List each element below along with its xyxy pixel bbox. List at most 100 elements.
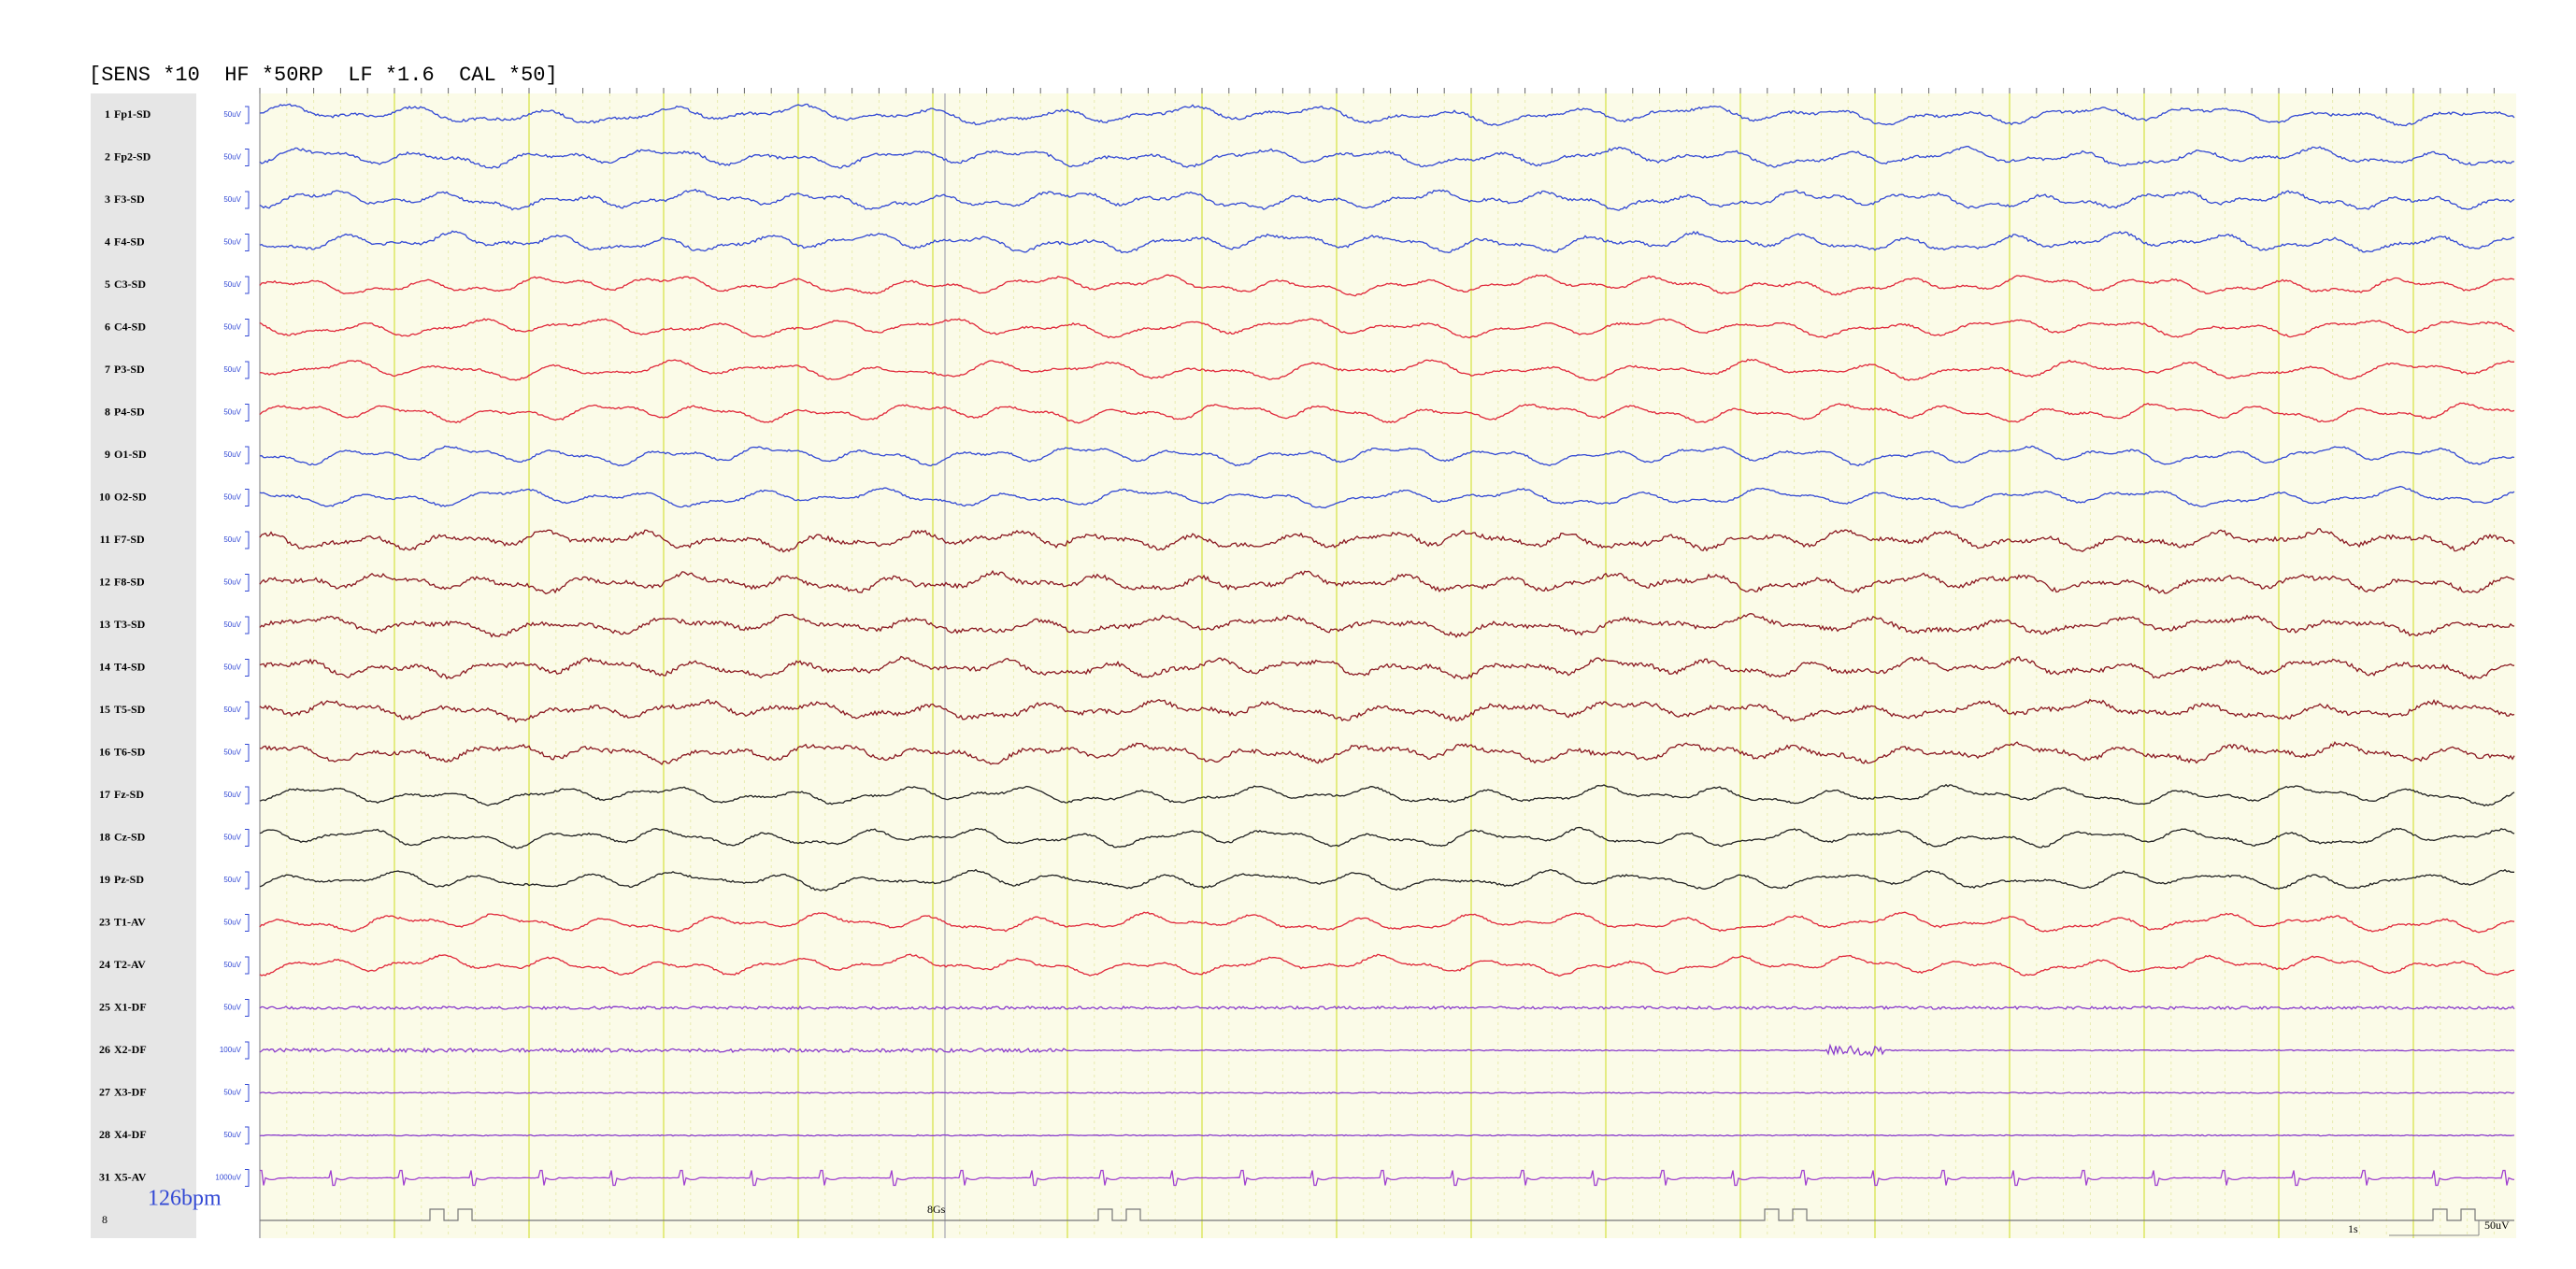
channel-number: 7 xyxy=(105,363,110,376)
channel-label: P3-SD xyxy=(114,363,145,376)
channel-number: 31 xyxy=(99,1170,110,1183)
scale-bracket xyxy=(245,574,250,592)
scale-bracket xyxy=(245,106,250,124)
scale-bracket xyxy=(245,659,250,677)
trace xyxy=(259,528,2515,553)
scale-bracket xyxy=(245,914,250,932)
channel-number: 12 xyxy=(99,575,110,588)
trace xyxy=(259,1134,2515,1137)
trace xyxy=(259,868,2514,891)
trace xyxy=(259,655,2515,680)
channel-number: 16 xyxy=(99,745,110,758)
channel-number: 14 xyxy=(99,660,110,673)
scale-bracket xyxy=(245,361,250,379)
channel-number: 23 xyxy=(99,915,110,928)
trace xyxy=(259,485,2515,509)
channel-label: O2-SD xyxy=(114,490,147,503)
channel-number: 3 xyxy=(105,192,110,206)
channel-number: 15 xyxy=(99,703,110,716)
scale-bracket xyxy=(245,701,250,720)
channel-label: F8-SD xyxy=(114,575,145,588)
scale-bracket xyxy=(245,1169,250,1187)
channel-label: F3-SD xyxy=(114,192,145,206)
trace xyxy=(259,188,2515,211)
channel-number: 18 xyxy=(99,830,110,843)
scale-bracket xyxy=(245,999,250,1017)
channel-scale: 1000uV xyxy=(215,1174,241,1182)
channel-label: P4-SD xyxy=(114,405,145,418)
trace xyxy=(260,741,2515,766)
trace xyxy=(259,445,2515,467)
channel-scale: 50uV xyxy=(223,535,241,544)
trace xyxy=(259,318,2515,339)
header-settings: [SENS *10 HF *50RP LF *1.6 CAL *50] xyxy=(89,64,558,87)
channel-scale: 50uV xyxy=(223,706,241,714)
channel-label: Fz-SD xyxy=(114,788,144,801)
heart-rate: 126bpm xyxy=(148,1187,222,1211)
channel-number: 19 xyxy=(99,873,110,886)
channel-label: T5-SD xyxy=(114,703,146,716)
channel-scale: 50uV xyxy=(223,280,241,289)
scale-bracket xyxy=(245,871,250,890)
channel-number: 11 xyxy=(100,533,110,546)
channel-label: Pz-SD xyxy=(114,873,144,886)
channel-label: T2-AV xyxy=(114,958,146,971)
channel-scale: 50uV xyxy=(223,1131,241,1139)
scale-bracket xyxy=(245,744,250,762)
scale-bracket xyxy=(245,489,250,506)
scale-bracket xyxy=(245,446,250,464)
channel-scale: 50uV xyxy=(223,663,241,672)
trace xyxy=(259,698,2515,723)
channel-label: F7-SD xyxy=(114,533,145,546)
channel-number: 26 xyxy=(99,1043,110,1056)
channel-label: Cz-SD xyxy=(114,830,146,843)
channel-number: 25 xyxy=(99,1000,110,1013)
trace xyxy=(259,783,2515,807)
trace xyxy=(259,274,2515,297)
channel-label: Fp1-SD xyxy=(114,107,151,121)
scale-bracket xyxy=(245,1126,250,1145)
channel-label: Fp2-SD xyxy=(114,150,151,163)
channel-label: X3-DF xyxy=(114,1085,147,1098)
scale-bracket xyxy=(245,149,250,166)
channel-number: 28 xyxy=(99,1128,110,1141)
channel-scale: 50uV xyxy=(223,450,241,459)
scale-bracket xyxy=(245,1041,250,1060)
trace xyxy=(259,358,2515,381)
channel-scale: 50uV xyxy=(223,620,241,629)
scale-bracket xyxy=(245,956,250,975)
channel-number: 17 xyxy=(99,788,110,801)
channel-scale: 50uV xyxy=(223,961,241,969)
trace xyxy=(259,1005,2515,1011)
plot-background xyxy=(91,93,2516,1238)
event-marker: 8Gs xyxy=(927,1203,946,1216)
channel-scale: 50uV xyxy=(223,110,241,119)
channel-number: 9 xyxy=(105,448,110,461)
trace xyxy=(259,146,2514,169)
trace xyxy=(259,1091,2515,1094)
channel-scale: 50uV xyxy=(223,1089,241,1097)
channel-label: T1-AV xyxy=(114,915,146,928)
channel-label: C4-SD xyxy=(114,320,146,333)
trace xyxy=(259,230,2515,254)
channel-scale: 50uV xyxy=(223,408,241,417)
scale-bracket xyxy=(245,616,250,634)
channel-label: X1-DF xyxy=(114,1000,147,1013)
channel-scale: 50uV xyxy=(223,365,241,374)
channel-number: 6 xyxy=(105,320,110,333)
channel-number: 8 xyxy=(105,405,110,418)
trace xyxy=(259,402,2515,424)
channel-number: 5 xyxy=(105,278,110,291)
channel-label: C3-SD xyxy=(114,278,146,291)
channel-number: 13 xyxy=(99,618,110,631)
channel-label: X4-DF xyxy=(114,1128,147,1141)
trace xyxy=(259,826,2515,849)
scale-bracket xyxy=(245,191,250,209)
channel-scale: 50uV xyxy=(223,238,241,247)
scale-bracket xyxy=(245,531,250,549)
channel-scale: 100uV xyxy=(220,1046,242,1054)
channel-scale: 50uV xyxy=(223,749,241,757)
channel-number: 1 xyxy=(105,107,110,121)
scale-bracket xyxy=(245,404,250,421)
